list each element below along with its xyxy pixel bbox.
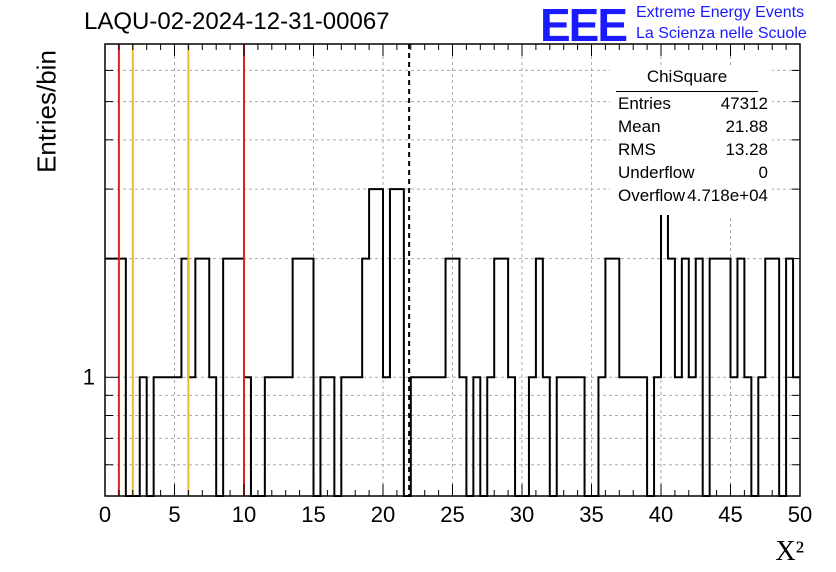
stats-key: Mean <box>618 117 661 136</box>
x-tick-label: 45 <box>718 502 742 527</box>
x-tick-label: 0 <box>99 502 111 527</box>
x-tick-label: 35 <box>579 502 603 527</box>
stats-key: Overflow <box>618 186 686 205</box>
stats-value: 4.718e+04 <box>687 186 768 205</box>
stats-key: RMS <box>618 140 656 159</box>
stats-row-entries: Entries 47312 <box>610 92 772 115</box>
stats-row-underflow: Underflow 0 <box>610 161 772 184</box>
stats-box: ChiSquare Entries 47312 Mean 21.88 RMS 1… <box>610 67 772 215</box>
x-tick-label: 10 <box>232 502 256 527</box>
stats-key: Underflow <box>618 163 695 182</box>
y-axis-ticks: 1 <box>83 69 800 466</box>
y-tick-label: 1 <box>83 364 95 389</box>
marker-lines <box>117 44 411 496</box>
grid-lines <box>105 44 800 496</box>
logo-text: Extreme Energy Events La Scienza nelle S… <box>636 2 807 44</box>
logo-mark: EEE <box>540 0 628 51</box>
x-tick-label: 25 <box>440 502 464 527</box>
x-axis-label: X² <box>775 536 804 567</box>
stats-key: Entries <box>618 94 671 113</box>
stats-value: 0 <box>758 163 768 182</box>
x-tick-label: 40 <box>649 502 673 527</box>
x-tick-label: 15 <box>301 502 325 527</box>
x-axis-ticks: 0 5 10 15 20 25 30 35 40 45 50 <box>99 44 812 527</box>
x-tick-label: 20 <box>371 502 395 527</box>
histogram-line <box>105 188 800 497</box>
stats-row-mean: Mean 21.88 <box>610 115 772 138</box>
stats-title: ChiSquare <box>616 67 758 92</box>
stats-value: 13.28 <box>725 140 768 159</box>
stats-value: 21.88 <box>725 117 768 136</box>
y-axis-label: Entries/bin <box>31 50 62 173</box>
eee-logo: EEE Extreme Energy Events La Scienza nel… <box>540 0 807 51</box>
logo-line-2: La Scienza nelle Scuole <box>636 25 807 42</box>
stats-row-overflow: Overflow 4.718e+04 <box>610 184 772 207</box>
x-tick-label: 50 <box>788 502 812 527</box>
x-tick-label: 5 <box>168 502 180 527</box>
x-tick-label: 30 <box>510 502 534 527</box>
chart-title: LAQU-02-2024-12-31-00067 <box>84 8 390 35</box>
stats-row-rms: RMS 13.28 <box>610 138 772 161</box>
stats-value: 47312 <box>720 94 768 113</box>
logo-line-1: Extreme Energy Events <box>636 4 805 21</box>
